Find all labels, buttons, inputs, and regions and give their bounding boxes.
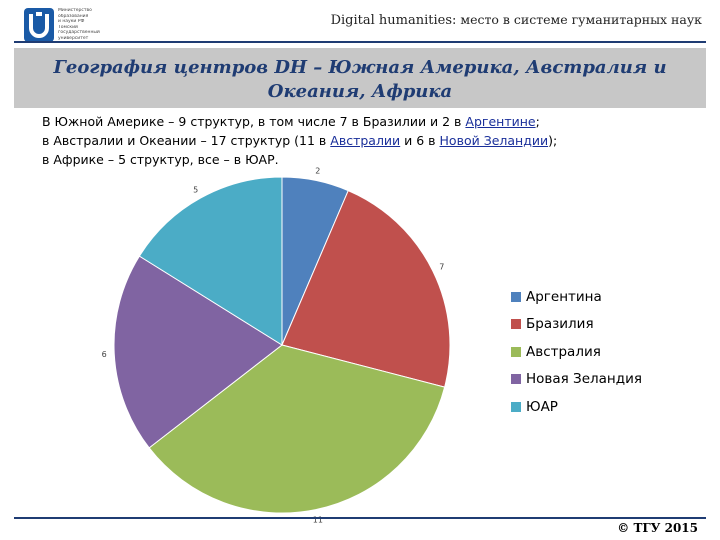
slide-description: В Южной Америке – 9 структур, в том числ… (42, 112, 557, 169)
legend-item-5: ЮАР (511, 393, 642, 421)
link-new-zealand[interactable]: Новой Зеландии (439, 133, 549, 148)
pie-slice-2 (281, 189, 451, 388)
desc-line-2: в Австралии и Океании – 17 структур (11 … (42, 131, 557, 150)
legend-swatch (511, 291, 521, 302)
pie-slice-4 (113, 255, 283, 449)
header-divider (14, 41, 706, 43)
footer-divider (14, 517, 706, 519)
logo-line: Томский (58, 24, 78, 30)
pie-data-label-4: 6 (102, 350, 107, 359)
university-logo-mark-icon (29, 12, 49, 38)
logo-line: государственный (58, 30, 100, 36)
legend-label: Австралия (526, 343, 601, 360)
legend-item-1: Аргентина (511, 283, 642, 311)
legend-label: Аргентина (526, 288, 602, 305)
link-argentina[interactable]: Аргентине (465, 114, 536, 129)
logo-line: и науки РФ (58, 19, 85, 25)
link-australia[interactable]: Австралии (330, 133, 401, 148)
copyright: © ТГУ 2015 (617, 521, 698, 535)
university-logo (24, 8, 54, 42)
legend-swatch (511, 401, 521, 412)
desc-line-1: В Южной Америке – 9 структур, в том числ… (42, 112, 557, 131)
logo-line: образования (58, 13, 89, 19)
logo-line: университет (58, 35, 89, 41)
legend-label: Бразилия (526, 316, 594, 333)
slide-title: География центров DH – Южная Америка, Ав… (14, 48, 706, 108)
pie-data-label-1: 2 (315, 167, 320, 176)
desc-text: ; (535, 114, 540, 129)
desc-text: ); (548, 133, 558, 148)
presentation-title-latin: Digital humanities: (330, 13, 457, 28)
legend-swatch (511, 319, 521, 330)
logo-caption: Министерство образования и науки РФ Томс… (58, 8, 108, 42)
pie-data-label-5: 5 (193, 185, 198, 194)
pie-data-label-3: 11 (313, 515, 323, 524)
logo-line: Министерство (58, 8, 92, 13)
legend-label: Новая Зеландия (526, 371, 642, 388)
slide-title-line-2: Океания, Африка (267, 81, 453, 102)
presentation-title: Digital humanities: место в системе гума… (331, 12, 702, 28)
desc-line-3: в Африке – 5 структур, все – в ЮАР. (42, 152, 279, 167)
legend-item-4: Новая Зеландия (511, 366, 642, 394)
pie-slice-3 (148, 344, 446, 514)
legend-swatch (511, 346, 521, 357)
legend-label: ЮАР (526, 398, 558, 415)
legend-item-3: Австралия (511, 338, 642, 366)
legend-item-2: Бразилия (511, 311, 642, 339)
pie-slice-5 (138, 176, 283, 346)
presentation-title-ru: место в системе гуманитарных наук (456, 12, 702, 27)
legend-swatch (511, 374, 521, 385)
desc-text: В Южной Америке – 9 структур, в том числ… (42, 114, 466, 129)
chart-legend: Аргентина Бразилия Австралия Новая Зеландия… (511, 283, 642, 421)
desc-text: в Австралии и Океании – 17 структур (11 … (42, 133, 331, 148)
desc-text: и 6 в (400, 133, 440, 148)
slide-title-line-1: География центров DH – Южная Америка, Ав… (53, 57, 667, 78)
pie-data-label-2: 7 (439, 263, 444, 272)
